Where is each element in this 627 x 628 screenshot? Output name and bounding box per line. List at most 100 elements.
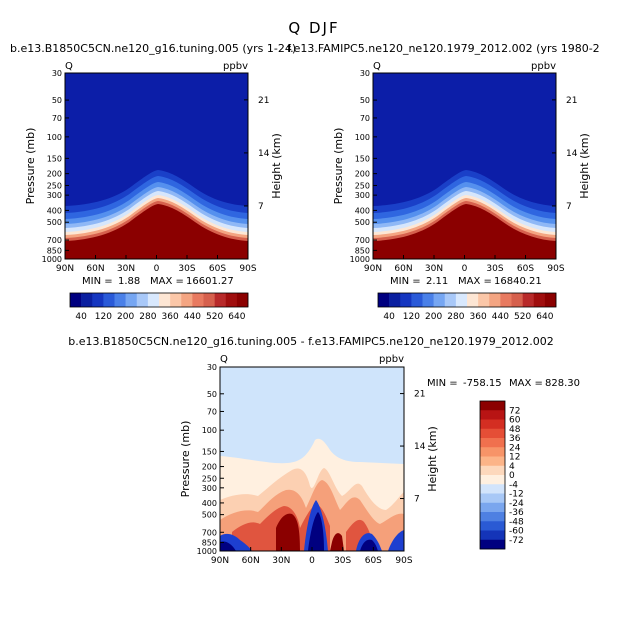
panel-difference-contour [276,513,344,551]
panel-control-min-label: MIN = [82,276,113,287]
y-tick-label: 1000 [42,255,62,264]
y-tick-label: 100 [47,133,62,142]
colorbar-swatch [480,530,505,541]
x-tick-label: 60S [365,556,382,566]
y-axis-title: Pressure (mb) [332,128,345,205]
y-tick-label: 150 [202,447,217,456]
y-tick-label: 30 [360,69,370,78]
height-tick-label: 21 [414,390,425,400]
panel-difference-plot [220,367,404,551]
colorbar-label: 360 [162,312,179,322]
colorbar-label: 40 [75,312,87,322]
panel-difference-max-value: 828.30 [545,378,580,389]
x-tick-label: 60S [517,264,534,274]
panel-test-max-value: 16840.21 [494,276,542,287]
panel-test-contour [373,204,556,259]
y-tick-label: 250 [202,474,217,483]
y-tick-label: 500 [202,511,217,520]
panel-test-variable-label: Q [373,61,381,72]
colorbar-swatch [480,428,505,439]
colorbar-label: -4 [509,480,518,490]
y-tick-label: 100 [355,133,370,142]
y-tick-label: 300 [202,484,217,493]
x-tick-label: 30N [272,556,290,566]
colorbar-swatch [400,293,412,307]
colorbar-swatch [480,539,505,550]
x-tick-label: 0 [309,556,315,566]
colorbar-label: -72 [509,536,524,546]
colorbar-swatch [389,293,401,307]
x-tick-label: 90N [364,264,382,274]
y-tick-label: 50 [207,390,217,399]
panel-test: f.e13.FAMIPC5.ne120_ne120.1979_2012.002 … [287,42,600,322]
colorbar-swatch [92,293,104,307]
colorbar-swatch [480,456,505,467]
colorbar-swatch [480,419,505,430]
colorbar-swatch [480,521,505,531]
y-tick-label: 200 [47,170,62,179]
colorbar-label: 24 [509,443,521,453]
panel-control-variable-label: Q [65,61,73,72]
y-tick-label: 200 [202,463,217,472]
y-tick-label: 400 [355,206,370,215]
colorbar-swatch [170,293,182,307]
colorbar-swatch [500,293,512,307]
y-tick-label: 150 [47,154,62,163]
colorbar-swatch [125,293,138,307]
colorbar-swatch [544,293,557,307]
height-tick-label: 14 [566,149,578,159]
y-tick-label: 1000 [197,547,217,556]
x-tick-label: 30N [425,264,443,274]
figure-title: Q DJF [288,19,339,37]
x-tick-label: 30N [117,264,135,274]
colorbar-swatch [192,293,204,307]
colorbar-label: 40 [383,312,395,322]
x-tick-label: 0 [154,264,160,274]
y-tick-label: 100 [202,426,217,435]
colorbar-frame [377,292,557,308]
colorbar-label: 48 [509,425,521,435]
colorbar-swatch [489,293,501,307]
y-tick-label: 150 [355,154,370,163]
colorbar-swatch [480,484,505,494]
y-tick-label: 700 [202,528,217,537]
height-tick-label: 14 [258,149,270,159]
colorbar-swatch [159,293,171,307]
y-tick-label: 400 [47,206,62,215]
colorbar-swatch [480,401,505,411]
panel-difference-max-label: MAX = [509,378,543,389]
panel-difference-variable-label: Q [220,354,228,365]
panel-control-contour [65,204,248,259]
colorbar-swatch [480,447,505,457]
y-tick-label: 500 [355,218,370,227]
y-tick-label: 300 [355,191,370,200]
colorbar-label: 72 [509,406,520,416]
panel-control-max-value: 16601.27 [186,276,234,287]
colorbar-label: 120 [95,312,112,322]
x-tick-label: 60N [242,556,260,566]
colorbar-label: 12 [509,453,520,463]
colorbar-swatch [214,293,227,307]
x-tick-label: 60S [209,264,226,274]
x-tick-label: 90N [211,556,229,566]
x-tick-label: 90N [56,264,74,274]
height-tick-label: 7 [414,495,420,505]
colorbar-swatch [480,410,505,420]
colorbar-label: -60 [509,527,524,537]
y-axis-right-title: Height (km) [270,133,283,199]
panel-difference: b.e13.B1850C5CN.ne120_g16.tuning.005 - f… [68,335,580,566]
colorbar-swatch [103,293,115,307]
colorbar-swatch [411,293,423,307]
colorbar-label: -24 [509,499,524,509]
x-tick-label: 90S [547,264,564,274]
y-tick-label: 50 [52,96,62,105]
colorbar-swatch [480,438,505,448]
colorbar-swatch [511,293,523,307]
y-tick-label: 700 [47,236,62,245]
panel-difference-contour [220,512,378,551]
